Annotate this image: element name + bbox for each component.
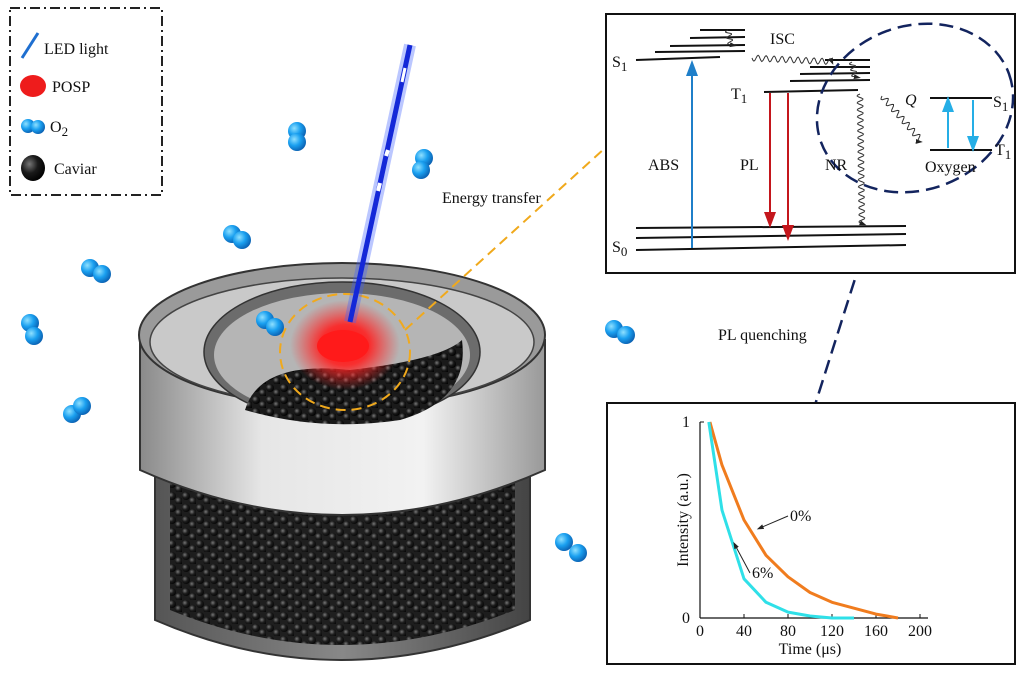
x-tick-label: 120 bbox=[820, 623, 844, 640]
y-tick-label: 1 bbox=[682, 414, 690, 431]
o2-atom bbox=[412, 161, 430, 179]
beam-gap bbox=[386, 150, 388, 156]
label: T bbox=[731, 86, 741, 103]
subscript: 1 bbox=[741, 91, 748, 106]
process-label: NR bbox=[825, 157, 848, 174]
posp bbox=[317, 330, 369, 362]
legend-label: LED light bbox=[44, 41, 109, 58]
label: S bbox=[612, 239, 621, 256]
legend-caviar-icon bbox=[21, 155, 45, 181]
label: T bbox=[995, 142, 1005, 159]
o2-atom bbox=[73, 397, 91, 415]
o2-atom bbox=[233, 231, 251, 249]
beam-gap bbox=[378, 183, 380, 191]
legend-o2-icon bbox=[31, 120, 45, 134]
o2-atom bbox=[617, 326, 635, 344]
subscript: 1 bbox=[621, 59, 628, 74]
process-label: Q bbox=[905, 92, 917, 109]
subscript: 0 bbox=[621, 244, 628, 259]
x-tick-label: 160 bbox=[864, 623, 888, 640]
process-label: ABS bbox=[648, 157, 679, 174]
o2-atom bbox=[266, 318, 284, 336]
o2-atom bbox=[93, 265, 111, 283]
x-tick-label: 40 bbox=[736, 623, 752, 640]
label: S bbox=[612, 54, 621, 71]
x-tick-label: 0 bbox=[696, 623, 704, 640]
subscript: 1 bbox=[1005, 147, 1012, 162]
x-tick-label: 80 bbox=[780, 623, 796, 640]
process-label: PL bbox=[740, 157, 759, 174]
o2-atom bbox=[569, 544, 587, 562]
label: S bbox=[993, 94, 1002, 111]
legend-label: POSP bbox=[52, 79, 90, 96]
o2-atom bbox=[25, 327, 43, 345]
o2-atom bbox=[555, 533, 573, 551]
inset-box bbox=[607, 403, 1015, 664]
process-label: ISC bbox=[770, 31, 795, 48]
y-axis-label: Intensity (a.u.) bbox=[675, 473, 692, 567]
series-label: 6% bbox=[752, 565, 773, 582]
x-axis-label: Time (μs) bbox=[779, 641, 842, 658]
figure: LED light POSP O2 Caviar Energy transfer… bbox=[0, 0, 1020, 686]
o2-atom bbox=[288, 133, 306, 151]
x-tick-label: 200 bbox=[908, 623, 932, 640]
oxygen-label: Oxygen bbox=[925, 159, 976, 176]
legend-posp-icon bbox=[20, 75, 46, 97]
annotation: PL quenching bbox=[718, 327, 807, 344]
subscript: 2 bbox=[62, 124, 69, 139]
series-label: 0% bbox=[790, 508, 811, 525]
label: O bbox=[50, 119, 62, 136]
y-tick-label: 0 bbox=[682, 610, 690, 627]
subscript: 1 bbox=[1002, 99, 1009, 114]
annotation: Energy transfer bbox=[442, 190, 541, 207]
legend-label: Caviar bbox=[54, 161, 97, 178]
